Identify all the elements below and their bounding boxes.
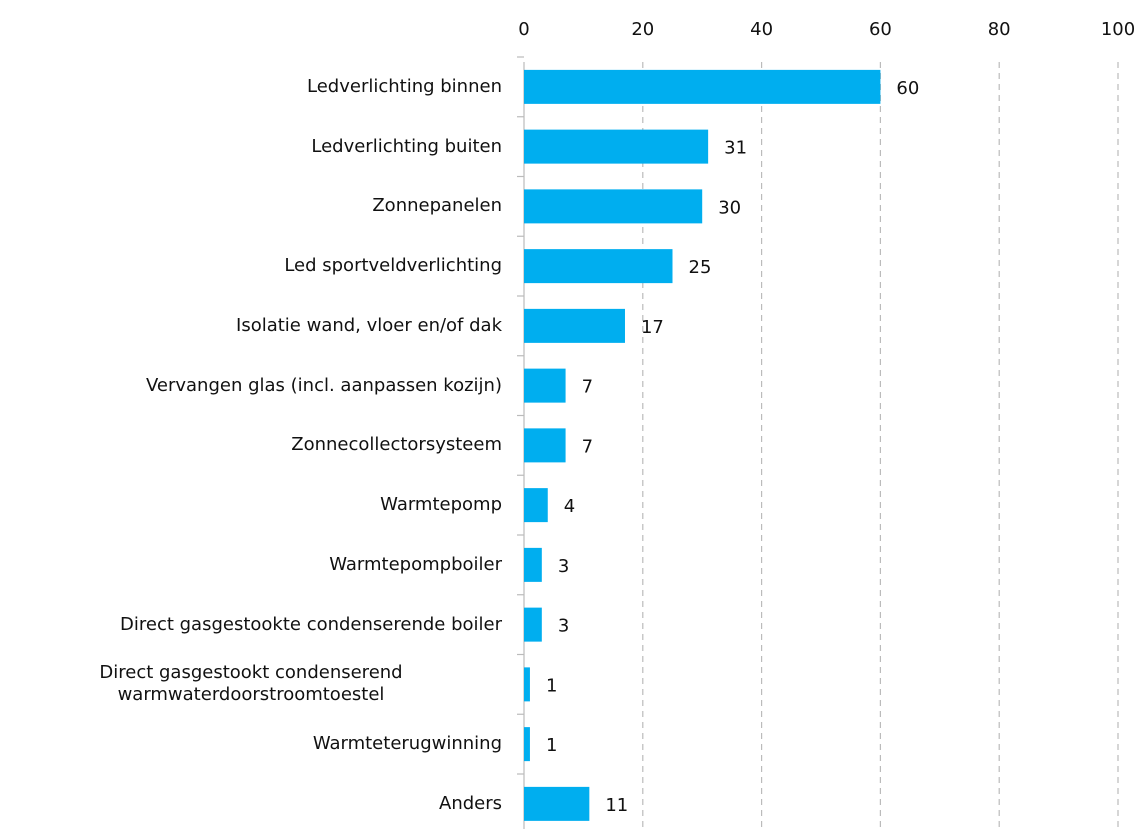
bar <box>524 249 673 284</box>
x-tick-label: 0 <box>518 19 529 40</box>
bar <box>524 69 881 104</box>
y-tick-label: Warmteterugwinning <box>313 733 502 755</box>
y-tick-label-text: Ledverlichting buiten <box>311 135 502 157</box>
value-label: 31 <box>724 138 747 159</box>
x-tick-label: 100 <box>1101 19 1135 40</box>
value-label: 30 <box>718 197 741 218</box>
y-tick-label-text: Warmtepompboiler <box>329 553 502 575</box>
value-label: 17 <box>641 317 664 338</box>
y-tick-label: Warmtepomp <box>380 494 502 516</box>
value-label: 11 <box>605 795 628 816</box>
y-tick-label-text: Zonnepanelen <box>372 195 502 217</box>
value-label: 1 <box>546 735 557 756</box>
x-tick-label: 60 <box>869 19 892 40</box>
y-tick-label: Anders <box>439 793 502 815</box>
value-label: 25 <box>689 257 712 278</box>
bar <box>524 308 625 343</box>
y-tick-label: Ledverlichting binnen <box>307 76 502 98</box>
y-tick-label: Led sportveldverlichting <box>284 255 502 277</box>
y-tick-label-text: Direct gasgestookte condenserende boiler <box>120 613 502 635</box>
y-tick-label-text: Led sportveldverlichting <box>284 255 502 277</box>
bar <box>524 129 709 164</box>
x-tick-label: 40 <box>750 19 773 40</box>
bar <box>524 547 542 582</box>
bar <box>524 786 590 821</box>
x-tick-label: 80 <box>988 19 1011 40</box>
value-label: 7 <box>582 377 593 398</box>
y-tick-label-text: Zonnecollectorsysteem <box>291 434 502 456</box>
bar <box>524 428 566 463</box>
x-tick-label: 20 <box>631 19 654 40</box>
y-tick-label: Vervangen glas (incl. aanpassen kozijn) <box>146 375 502 397</box>
y-tick-label: Isolatie wand, vloer en/of dak <box>236 315 502 337</box>
y-tick-label-text: Vervangen glas (incl. aanpassen kozijn) <box>145 374 502 396</box>
bar <box>524 607 542 642</box>
y-tick-label-text: Warmtepomp <box>380 494 502 516</box>
bar <box>524 189 703 224</box>
y-tick-label-text: Anders <box>439 792 502 814</box>
y-tick-label-text: Direct gasgestookt condenserend warmwate… <box>99 662 403 706</box>
y-tick-label-text: Isolatie wand, vloer en/of dak <box>236 314 502 336</box>
y-tick-label: Direct gasgestookte condenserende boiler <box>120 614 502 636</box>
y-tick-label: Warmtepompboiler <box>329 554 502 576</box>
y-tick-label: Ledverlichting buiten <box>311 136 502 158</box>
value-label: 7 <box>582 436 593 457</box>
y-tick-label-text: Ledverlichting binnen <box>307 75 502 97</box>
value-label: 1 <box>546 675 557 696</box>
y-tick-label: Zonnepanelen <box>372 195 502 217</box>
y-tick-label-text: Warmteterugwinning <box>312 733 502 755</box>
bar <box>524 368 566 403</box>
value-label: 60 <box>896 78 919 99</box>
y-tick-label: Direct gasgestookt condenserend warmwate… <box>0 662 502 706</box>
bar <box>524 667 530 702</box>
value-label: 4 <box>564 496 575 517</box>
y-tick-label: Zonnecollectorsysteem <box>291 434 502 456</box>
bar <box>524 488 548 523</box>
value-label: 3 <box>558 616 569 637</box>
bar <box>524 727 530 762</box>
value-label: 3 <box>558 556 569 577</box>
